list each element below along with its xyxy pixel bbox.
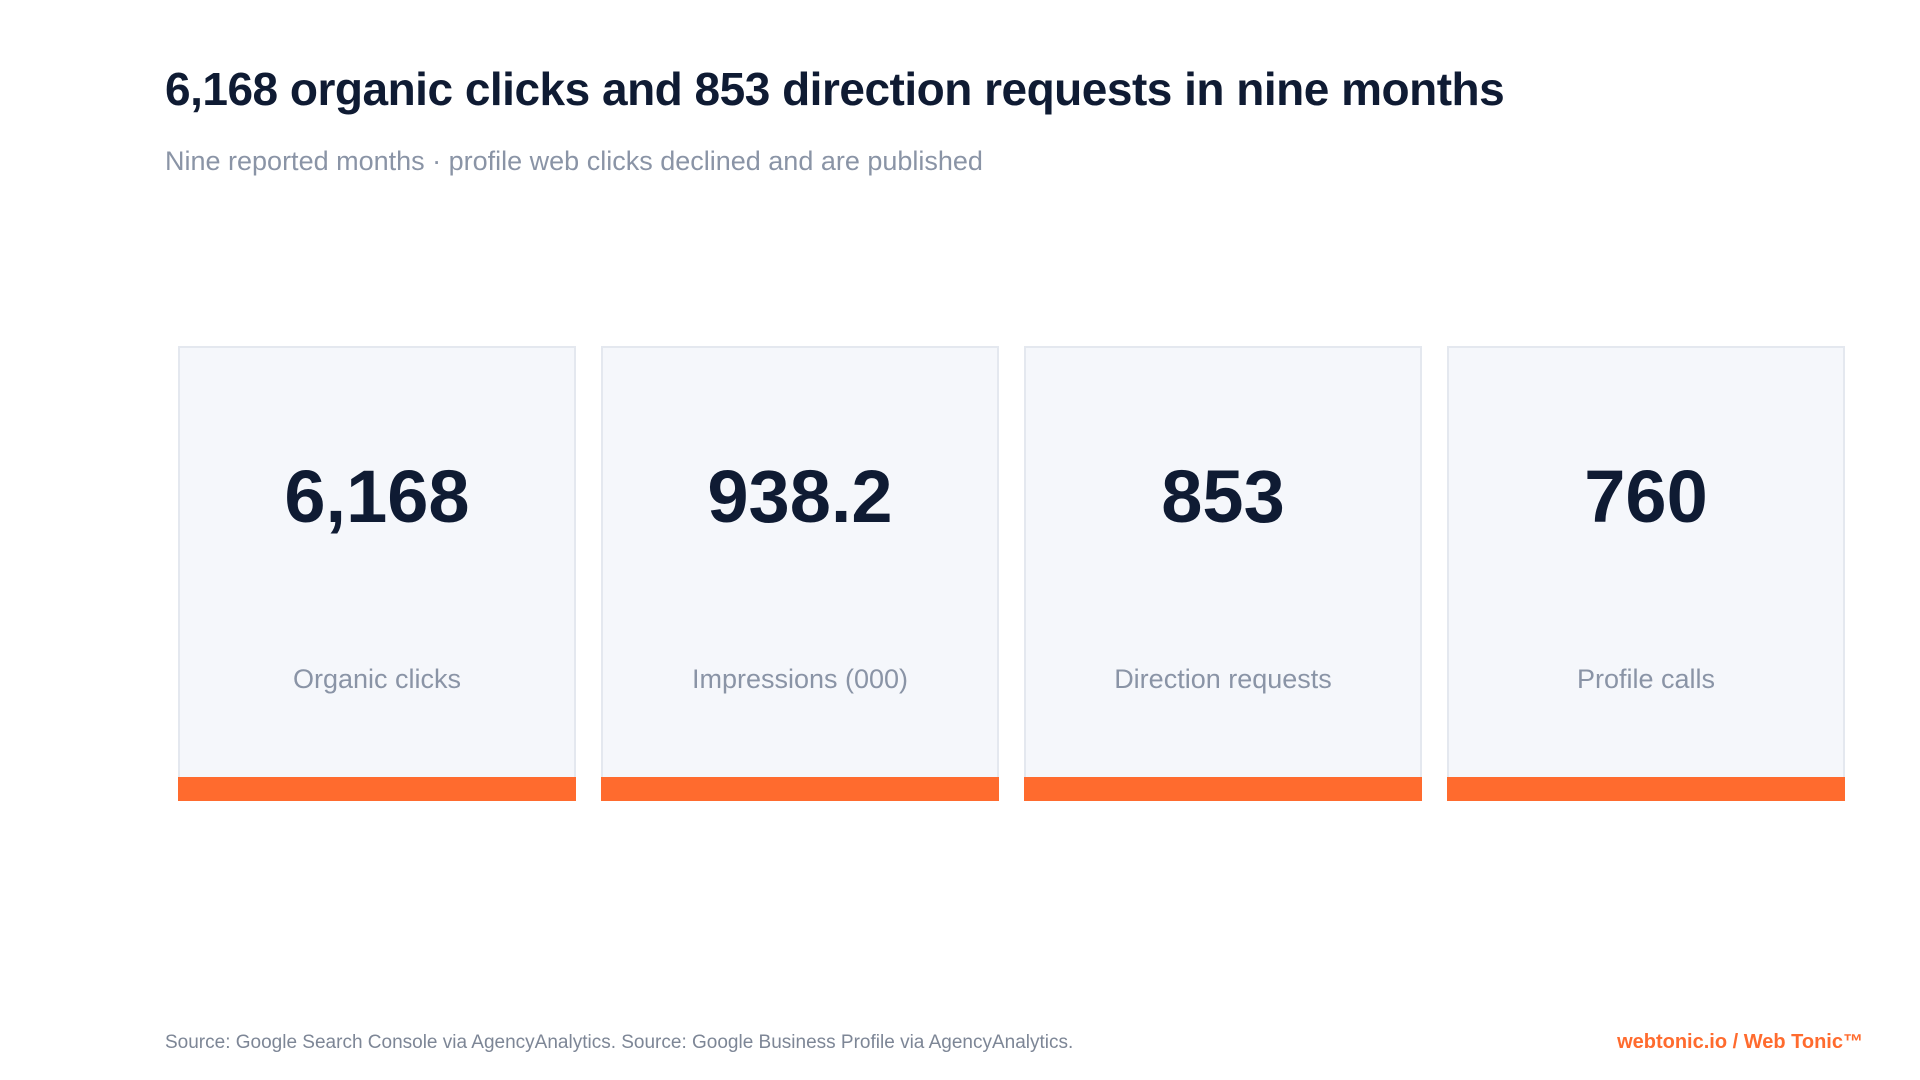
kpi-card-direction-requests: 853 Direction requests xyxy=(1024,346,1422,801)
kpi-value: 853 xyxy=(1161,455,1285,538)
kpi-accent-bar xyxy=(601,777,999,801)
kpi-card-row: 6,168 Organic clicks 938.2 Impressions (… xyxy=(178,346,1845,801)
brand-link[interactable]: webtonic.io / Web Tonic™ xyxy=(1617,1031,1863,1053)
kpi-card-profile-calls: 760 Profile calls xyxy=(1447,346,1845,801)
kpi-card-organic-clicks: 6,168 Organic clicks xyxy=(178,346,576,801)
kpi-label: Organic clicks xyxy=(292,664,462,694)
kpi-accent-bar xyxy=(1024,777,1422,801)
kpi-label: Direction requests xyxy=(1114,664,1332,694)
kpi-value: 6,168 xyxy=(284,455,470,538)
kpi-card-impressions: 938.2 Impressions (000) xyxy=(601,346,999,801)
kpi-label: Profile calls xyxy=(1576,664,1716,694)
page-subtitle: Nine reported months · profile web click… xyxy=(165,146,983,176)
kpi-value: 938.2 xyxy=(707,455,893,538)
source-note: Source: Google Search Console via Agency… xyxy=(165,1032,1074,1053)
kpi-accent-bar xyxy=(1447,777,1845,801)
kpi-label: Impressions (000) xyxy=(691,664,909,694)
kpi-value: 760 xyxy=(1584,455,1708,538)
page-title: 6,168 organic clicks and 853 direction r… xyxy=(165,63,1505,115)
kpi-accent-bar xyxy=(178,777,576,801)
